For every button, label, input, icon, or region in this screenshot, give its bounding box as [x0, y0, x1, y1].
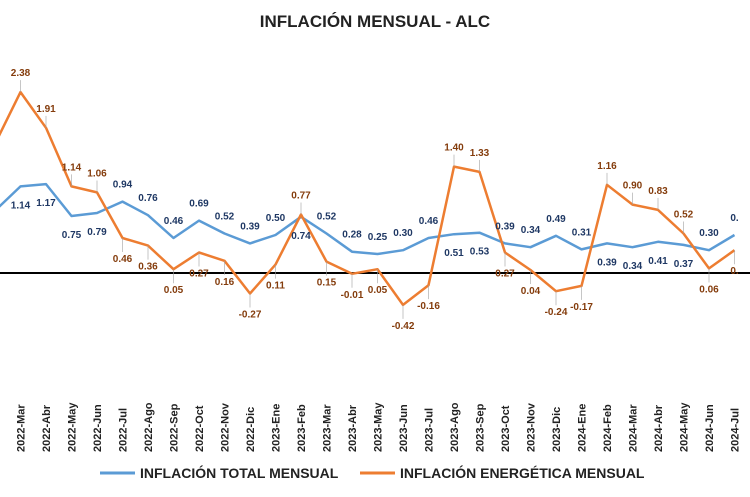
series-line-total	[0, 182, 736, 256]
chart-title: INFLACIÓN MENSUAL - ALC	[260, 12, 490, 31]
legend: INFLACIÓN TOTAL MENSUAL INFLACIÓN ENERGÉ…	[100, 464, 645, 481]
data-label-total: 0.46	[164, 216, 184, 227]
data-label-energy: 0.11	[266, 281, 285, 292]
data-labels: 271.142.381.171.910.751.140.791.060.940.…	[11, 68, 739, 332]
data-label-total: 0.76	[138, 193, 158, 204]
x-tick-label: 2022-Jun	[92, 404, 104, 452]
data-label-total: 0.30	[393, 228, 413, 239]
x-tick-label: 2023-Sep	[475, 403, 487, 452]
x-tick-label: 2022-Ago	[143, 402, 155, 452]
data-label-energy: 0.46	[113, 254, 133, 265]
x-tick-label: 2023-Abr	[347, 404, 359, 452]
data-label-energy: 2.38	[11, 68, 31, 79]
data-label-total: 0.50	[266, 213, 286, 224]
data-label-energy: 0.27	[189, 268, 209, 279]
data-label-total: 0.39	[495, 221, 515, 232]
data-label-energy: -0.17	[570, 302, 593, 313]
data-label-energy: 1.06	[87, 168, 107, 179]
data-label-energy: 0.15	[317, 278, 337, 289]
data-label-total: 0.52	[215, 211, 235, 222]
x-tick-label: 2023-Ene	[271, 404, 283, 452]
data-label-total: 0.49	[546, 214, 566, 225]
data-label-total: 0.28	[342, 230, 362, 241]
data-label-total: 1.17	[36, 198, 56, 209]
x-tick-label: 2023-Dic	[551, 407, 563, 452]
data-label-total: 0.39	[597, 257, 617, 268]
series-line-energy	[0, 90, 736, 307]
data-label-energy: 1.91	[36, 104, 56, 115]
x-tick-label: 2024-Ene	[577, 404, 589, 452]
data-label-energy: -0.16	[417, 301, 440, 312]
x-axis-ticks: 2022-Mar 2022-Abr 2022-May 2022-Jun 2022-Jul…	[16, 402, 742, 452]
data-label-energy: 0.05	[164, 285, 184, 296]
data-label-total: 0.52	[317, 211, 337, 222]
data-label-total: 1.14	[11, 200, 31, 211]
x-tick-label: 2023-May	[373, 402, 385, 452]
data-label-energy: 0.83	[648, 186, 668, 197]
data-label-total: 0.53	[470, 247, 490, 258]
data-label-energy: 0.	[730, 266, 739, 277]
data-label-energy: -0.27	[239, 310, 262, 321]
data-label-energy: 1.16	[597, 161, 617, 172]
data-label-total: 0.69	[189, 199, 209, 210]
data-label-total: 0.31	[572, 227, 592, 238]
data-label-total: 0.75	[62, 230, 82, 241]
data-label-total: 0.46	[419, 216, 439, 227]
x-tick-label: 2022-Oct	[194, 405, 206, 452]
data-label-energy: 0.52	[674, 209, 694, 220]
x-tick-label: 2022-Dic	[245, 407, 257, 452]
data-label-total: 0.30	[699, 228, 719, 239]
data-label-energy: 0.06	[699, 284, 719, 295]
x-tick-label: 2024-May	[679, 402, 691, 452]
x-tick-label: 2023-Feb	[296, 404, 308, 452]
data-label-total: 0.34	[623, 261, 643, 272]
x-tick-label: 2022-May	[67, 402, 79, 452]
x-tick-label: 2022-Nov	[220, 402, 232, 452]
data-label-total: 0.94	[113, 180, 133, 191]
data-label-energy: 0.04	[521, 286, 541, 297]
data-label-total: 0.37	[674, 259, 694, 270]
x-tick-label: 2023-Oct	[500, 405, 512, 452]
data-label-total: 0.34	[521, 225, 541, 236]
data-label-energy: 0.36	[138, 262, 158, 273]
x-tick-label: 2023-Jul	[424, 408, 436, 452]
data-label-energy: 0.90	[623, 181, 643, 192]
legend-label-total: INFLACIÓN TOTAL MENSUAL	[140, 464, 339, 481]
data-label-energy: 0.05	[368, 285, 388, 296]
x-tick-label: 2023-Nov	[526, 402, 538, 452]
x-tick-label: 2022-Jul	[118, 408, 130, 452]
data-label-energy: 1.40	[444, 143, 464, 154]
data-label-energy: -0.24	[545, 307, 568, 318]
data-label-total: 0.39	[240, 221, 260, 232]
x-tick-label: 2022-Sep	[169, 403, 181, 452]
data-label-energy: -0.42	[392, 321, 415, 332]
data-label-energy: 0.77	[291, 190, 311, 201]
data-label-energy: 0.16	[215, 277, 235, 288]
data-label-total: 0.	[730, 213, 739, 224]
x-tick-label: 2024-Jul	[730, 408, 742, 452]
data-label-total: 0.74	[291, 231, 311, 242]
x-tick-label: 2023-Ago	[449, 402, 461, 452]
x-tick-label: 2024-Abr	[653, 404, 665, 452]
data-label-energy: -0.01	[341, 290, 364, 301]
legend-label-energy: INFLACIÓN ENERGÉTICA MENSUAL	[400, 464, 645, 481]
data-label-total: 0.25	[368, 232, 388, 243]
x-tick-label: 2024-Feb	[602, 404, 614, 452]
series-layer	[0, 90, 736, 307]
x-tick-label: 2024-Jun	[704, 404, 716, 452]
data-label-total: 0.51	[444, 248, 464, 259]
data-label-energy: 0.27	[495, 268, 515, 279]
x-tick-label: 2024-Mar	[628, 404, 640, 452]
data-label-total: 0.41	[648, 256, 668, 267]
x-tick-label: 2023-Mar	[322, 404, 334, 452]
x-tick-label: 2022-Abr	[41, 404, 53, 452]
data-label-total: 0.79	[87, 227, 107, 238]
x-tick-label: 2023-Jun	[398, 404, 410, 452]
x-tick-label: 2022-Mar	[16, 404, 28, 452]
data-label-energy: 1.33	[470, 148, 490, 159]
data-label-energy: 1.14	[62, 162, 82, 173]
